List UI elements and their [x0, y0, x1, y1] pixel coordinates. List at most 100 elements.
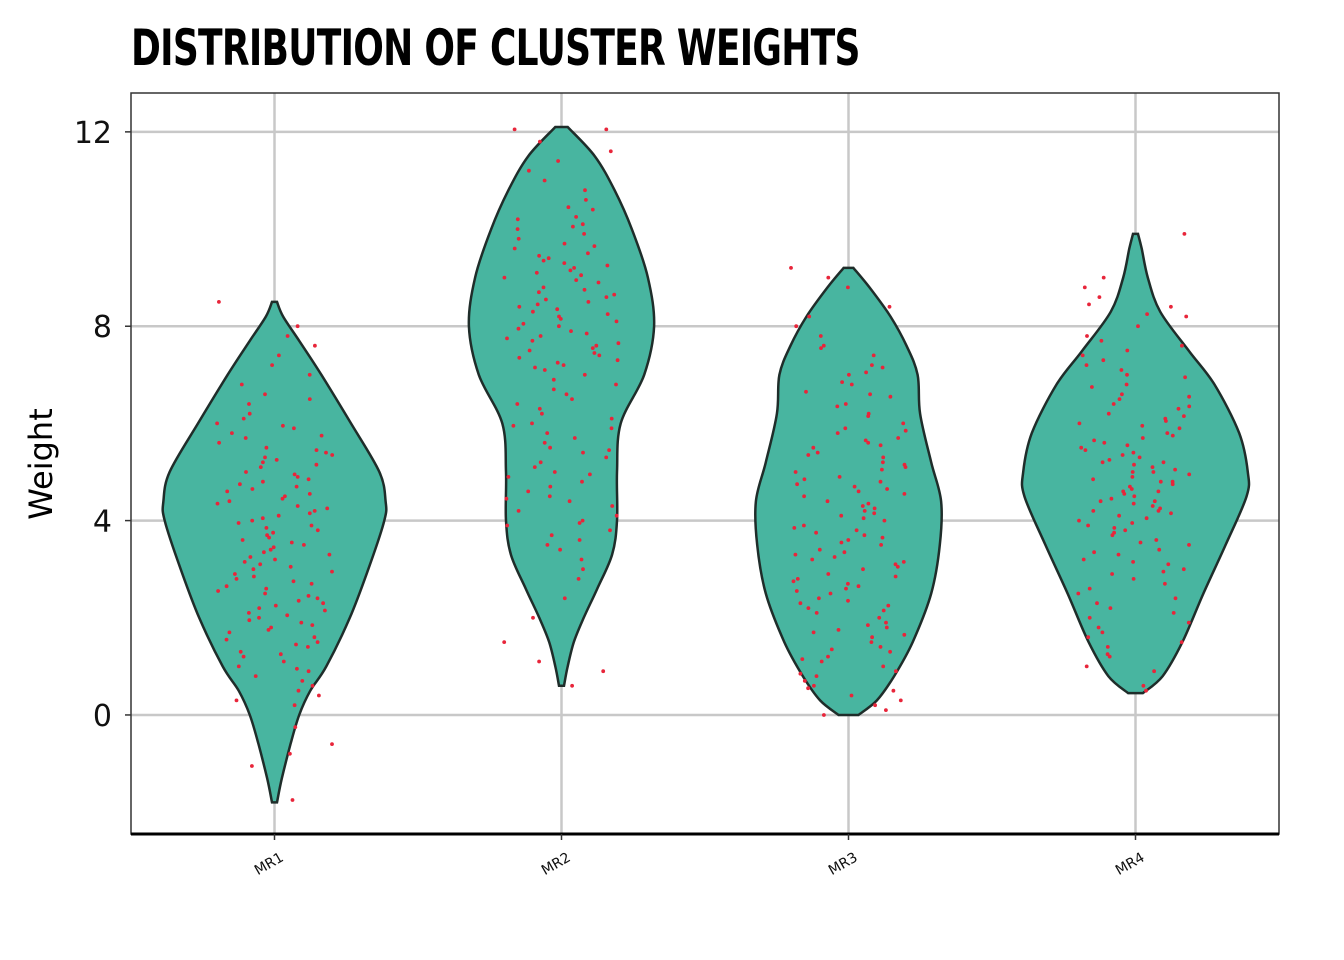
point-mr3 — [878, 443, 883, 448]
point-mr1 — [273, 557, 277, 562]
point-mr2 — [580, 479, 584, 484]
point-mr3 — [884, 708, 888, 712]
point-mr2 — [604, 455, 609, 460]
y-tick-label: 8 — [93, 310, 112, 345]
point-mr4 — [1144, 516, 1149, 521]
point-mr2 — [567, 499, 572, 504]
point-mr1 — [289, 540, 294, 545]
point-mr4 — [1119, 368, 1124, 372]
point-mr3 — [866, 440, 871, 445]
point-mr4 — [1105, 652, 1110, 657]
y-axis-label: Weight — [22, 408, 60, 519]
point-mr1 — [242, 560, 247, 564]
point-mr3 — [898, 698, 903, 703]
point-mr3 — [881, 455, 886, 460]
point-mr4 — [1131, 501, 1136, 506]
point-mr1 — [264, 526, 269, 530]
point-mr1 — [307, 372, 312, 377]
point-mr2 — [605, 263, 610, 268]
point-mr4 — [1169, 304, 1173, 309]
point-mr1 — [261, 460, 265, 465]
point-mr2 — [604, 127, 609, 132]
point-mr2 — [534, 270, 539, 275]
point-mr3 — [885, 487, 889, 491]
violin-mr3 — [753, 266, 944, 717]
point-mr4 — [1108, 606, 1113, 610]
point-mr3 — [887, 304, 892, 309]
point-mr4 — [1132, 494, 1137, 499]
point-mr1 — [290, 798, 295, 802]
point-mr4 — [1087, 302, 1091, 307]
point-mr3 — [826, 654, 830, 659]
point-mr1 — [295, 504, 300, 508]
point-mr3 — [891, 688, 896, 693]
point-mr1 — [281, 423, 285, 428]
point-mr2 — [588, 472, 592, 477]
point-mr3 — [880, 467, 884, 472]
point-mr4 — [1187, 472, 1192, 477]
point-mr2 — [542, 368, 547, 372]
point-mr4 — [1095, 601, 1099, 606]
point-mr3 — [868, 392, 872, 397]
point-mr4 — [1131, 560, 1135, 564]
point-mr2 — [545, 431, 550, 435]
point-mr3 — [847, 372, 851, 377]
point-mr1 — [217, 440, 222, 445]
point-mr1 — [270, 363, 274, 367]
point-mr4 — [1179, 640, 1184, 644]
point-mr4 — [1090, 385, 1094, 389]
point-mr1 — [312, 509, 317, 513]
point-mr1 — [296, 598, 301, 603]
point-mr2 — [580, 222, 585, 227]
point-mr4 — [1092, 438, 1096, 443]
point-mr2 — [586, 300, 591, 304]
point-mr4 — [1169, 511, 1173, 516]
point-mr4 — [1111, 402, 1116, 406]
point-mr1 — [260, 516, 265, 521]
point-mr1 — [234, 577, 239, 581]
point-mr2 — [614, 319, 619, 324]
point-mr3 — [835, 431, 840, 435]
point-mr2 — [556, 159, 560, 163]
point-mr3 — [829, 647, 834, 652]
point-mr2 — [515, 227, 520, 232]
point-mr4 — [1138, 540, 1143, 545]
point-mr3 — [861, 516, 866, 521]
point-mr2 — [537, 290, 541, 295]
point-mr2 — [537, 253, 541, 258]
point-mr1 — [317, 693, 321, 698]
point-mr4 — [1109, 496, 1114, 501]
point-mr3 — [902, 492, 907, 496]
point-mr2 — [570, 397, 574, 401]
point-mr4 — [1144, 688, 1148, 693]
point-mr2 — [532, 465, 537, 469]
point-mr2 — [566, 205, 571, 210]
point-mr1 — [327, 552, 332, 557]
point-mr4 — [1125, 443, 1130, 448]
x-tick-label-mr4: MR4 — [1113, 850, 1148, 879]
point-mr4 — [1082, 285, 1087, 290]
point-mr1 — [215, 501, 220, 506]
point-mr4 — [1166, 562, 1171, 567]
point-mr4 — [1158, 479, 1163, 484]
point-mr1 — [285, 334, 290, 338]
point-mr3 — [793, 552, 798, 557]
point-mr4 — [1171, 611, 1176, 615]
point-mr2 — [541, 285, 546, 290]
point-mr2 — [504, 496, 509, 501]
point-mr3 — [878, 479, 883, 484]
point-mr4 — [1156, 509, 1161, 513]
point-mr4 — [1176, 406, 1181, 411]
point-mr4 — [1140, 436, 1145, 440]
point-mr2 — [590, 346, 595, 350]
point-mr3 — [795, 482, 799, 487]
point-mr1 — [236, 521, 241, 525]
point-mr4 — [1086, 635, 1091, 640]
point-mr1 — [251, 567, 256, 572]
point-mr4 — [1076, 591, 1081, 596]
point-mr3 — [806, 606, 811, 610]
point-mr2 — [597, 353, 602, 358]
point-mr4 — [1101, 358, 1106, 363]
x-tick-label-mr3: MR3 — [826, 850, 861, 879]
point-mr2 — [552, 470, 557, 474]
